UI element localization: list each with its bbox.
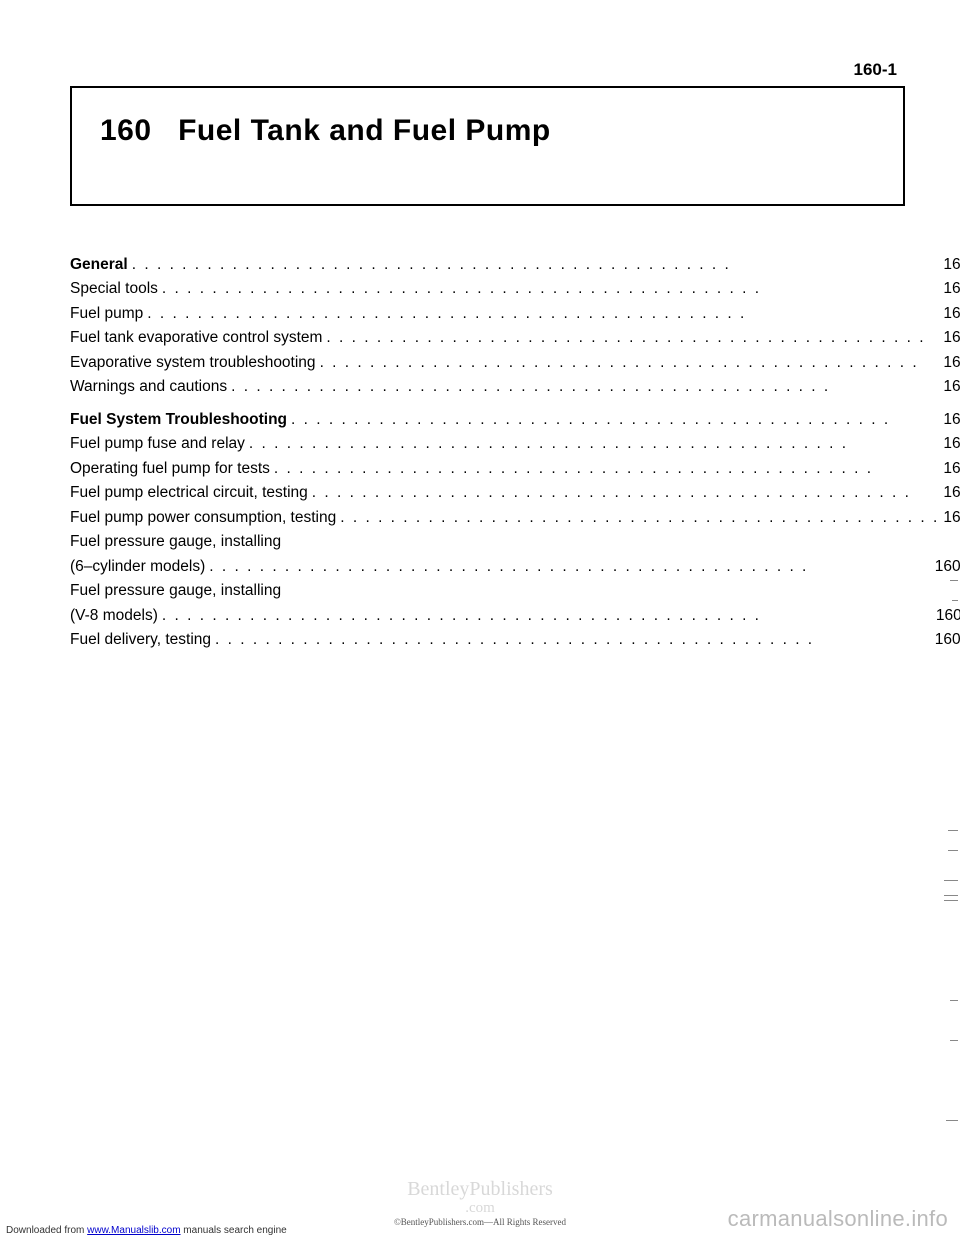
toc-dots: [158, 605, 936, 627]
carmanuals-watermark: carmanualsonline.info: [728, 1206, 948, 1232]
toc-item-label: Fuel pump electrical circuit, testing: [70, 482, 308, 504]
toc-entry: Fuel pump 160-3: [70, 303, 960, 325]
toc-dots: [316, 352, 944, 374]
toc-item-label: (6–cylinder models): [70, 556, 205, 578]
toc-entry: Fuel pressure gauge, installing: [70, 580, 960, 602]
toc-page-ref: 160-9: [943, 507, 960, 529]
toc-item-label: Fuel delivery, testing: [70, 629, 211, 651]
bentley-main-text: BentleyPublishers: [407, 1178, 553, 1200]
toc-item-label: Fuel pump fuse and relay: [70, 433, 245, 455]
toc-page-ref: 160-6: [943, 458, 960, 480]
toc-page-ref: 160-12: [935, 629, 960, 651]
toc-item-label: Evaporative system troubleshooting: [70, 352, 316, 374]
toc-entry: Fuel System Troubleshooting 160-6: [70, 409, 960, 431]
toc-page-ref: 160-3: [943, 327, 960, 349]
toc-page-ref: 160-5: [943, 376, 960, 398]
toc-columns: General160-2Special tools160-2Fuel pump1…: [70, 254, 905, 654]
toc-entry: (6–cylinder models) 160-10: [70, 556, 960, 578]
toc-item-label: Warnings and cautions: [70, 376, 227, 398]
toc-page-ref: 160-11: [936, 605, 960, 627]
toc-group-gap: [70, 401, 960, 409]
toc-entry: Fuel tank evaporative control system 160-…: [70, 327, 960, 349]
toc-entry: Operating fuel pump for tests 160-6: [70, 458, 960, 480]
toc-entry: Fuel pump fuse and relay 160-6: [70, 433, 960, 455]
download-prefix: Downloaded from: [6, 1225, 87, 1236]
chapter-title-box: 160 Fuel Tank and Fuel Pump: [70, 86, 905, 206]
toc-dots: [245, 433, 943, 455]
toc-dots: [158, 278, 943, 300]
toc-dots: [336, 507, 943, 529]
toc-entry: Fuel pump electrical circuit, testing 160…: [70, 482, 960, 504]
toc-item-label: Fuel pump power consumption, testing: [70, 507, 336, 529]
toc-left-column: General 160-2 Special tools 160-2 Fuel pump 1…: [70, 254, 960, 654]
toc-item-label: Fuel pressure gauge, installing: [70, 580, 281, 602]
toc-page-ref: 160-10: [935, 556, 960, 578]
toc-dots: [205, 556, 934, 578]
toc-page-ref: 160-3: [943, 303, 960, 325]
toc-entry: General 160-2: [70, 254, 960, 276]
toc-dots: [128, 254, 944, 276]
download-suffix: manuals search engine: [181, 1225, 287, 1236]
toc-entry: Warnings and cautions 160-5: [70, 376, 960, 398]
download-line: Downloaded from www.Manualslib.com manua…: [6, 1225, 287, 1236]
toc-item-label: (V-8 models): [70, 605, 158, 627]
toc-item-label: Fuel pressure gauge, installing: [70, 531, 281, 553]
toc-dots: [308, 482, 944, 504]
toc-dots: [143, 303, 943, 325]
toc-entry: Fuel pressure gauge, installing: [70, 531, 960, 553]
document-page: 160-1 160 Fuel Tank and Fuel Pump Genera…: [0, 0, 960, 654]
toc-entry: Special tools 160-2: [70, 278, 960, 300]
toc-dots: [227, 376, 943, 398]
toc-dots: [270, 458, 943, 480]
toc-item-label: Fuel pump: [70, 303, 143, 325]
toc-entry: (V-8 models) 160-11: [70, 605, 960, 627]
chapter-title: Fuel Tank and Fuel Pump: [178, 114, 551, 147]
chapter-number: 160: [100, 114, 152, 147]
page-number: 160-1: [70, 60, 905, 80]
toc-item-label: Operating fuel pump for tests: [70, 458, 270, 480]
toc-dots: [211, 629, 935, 651]
toc-section-label: Fuel System Troubleshooting: [70, 409, 287, 431]
toc-entry: Fuel pump power consumption, testing 160-…: [70, 507, 960, 529]
toc-entry: Evaporative system troubleshooting 160-4: [70, 352, 960, 374]
toc-page-ref: 160-2: [943, 278, 960, 300]
toc-page-ref: 160-2: [943, 254, 960, 276]
download-link[interactable]: www.Manualslib.com: [87, 1225, 180, 1236]
chapter-heading: 160 Fuel Tank and Fuel Pump: [100, 114, 875, 148]
toc-entry: Fuel delivery, testing 160-12: [70, 629, 960, 651]
toc-page-ref: 160-6: [943, 409, 960, 431]
toc-page-ref: 160-4: [943, 352, 960, 374]
toc-dots: [322, 327, 943, 349]
toc-item-label: Special tools: [70, 278, 158, 300]
toc-section-label: General: [70, 254, 128, 276]
toc-page-ref: 160-7: [943, 482, 960, 504]
toc-item-label: Fuel tank evaporative control system: [70, 327, 322, 349]
toc-page-ref: 160-6: [943, 433, 960, 455]
toc-dots: [287, 409, 943, 431]
